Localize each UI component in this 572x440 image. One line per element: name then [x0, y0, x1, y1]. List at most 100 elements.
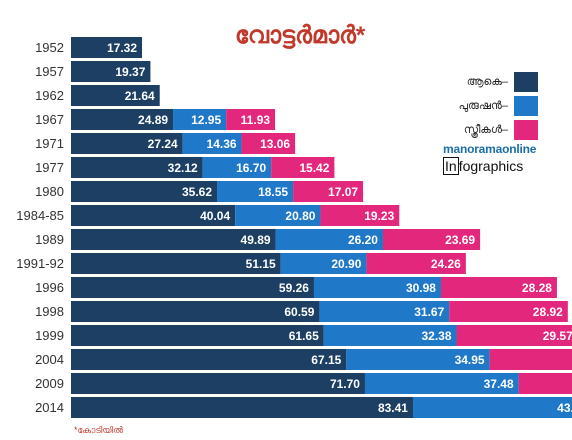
bar-women — [456, 325, 572, 346]
bar-men — [217, 181, 294, 202]
legend-item-total: ആകെ– — [459, 70, 538, 94]
brand-logo-bottom: In fographics — [443, 157, 536, 175]
footnote: *കോടിയിൽ — [74, 425, 124, 435]
value-label-total: 32.12 — [168, 161, 198, 175]
legend: ആകെ– പുരുഷൻ– സ്ത്രീകൾ– — [459, 70, 538, 142]
value-label-women: 19.23 — [364, 209, 394, 223]
legend-label-women: സ്ത്രീകൾ– — [463, 123, 508, 136]
year-label: 1989 — [35, 232, 64, 247]
bar-men — [275, 229, 383, 250]
year-label: 1962 — [35, 88, 64, 103]
value-label-men: 16.70 — [236, 161, 266, 175]
value-label-women: 24.26 — [431, 257, 461, 271]
value-label-women: 17.07 — [328, 185, 358, 199]
bar-men — [280, 253, 367, 274]
bar-total — [71, 205, 236, 226]
year-label: 1984-85 — [16, 208, 64, 223]
bar-men — [412, 397, 572, 418]
value-label-total: 27.24 — [148, 137, 178, 151]
year-label: 1957 — [35, 64, 64, 79]
bar-men — [323, 325, 457, 346]
bar-total — [71, 85, 160, 106]
value-label-total: 71.70 — [330, 377, 360, 391]
bar-total — [71, 253, 281, 274]
year-label: 2004 — [35, 352, 64, 367]
value-label-men: 31.67 — [414, 305, 444, 319]
year-label: 1998 — [35, 304, 64, 319]
value-label-total: 51.15 — [246, 257, 276, 271]
value-label-total: 61.65 — [289, 329, 319, 343]
value-label-women: 15.42 — [299, 161, 329, 175]
value-label-total: 49.89 — [241, 233, 271, 247]
value-label-women: 13.06 — [260, 137, 290, 151]
bar-women — [382, 229, 481, 250]
value-label-total: 40.04 — [200, 209, 230, 223]
value-label-men: 43.71 — [557, 401, 572, 415]
bar-women — [366, 253, 466, 274]
bar-total — [71, 373, 365, 394]
bar-total — [71, 301, 320, 322]
value-label-men: 37.48 — [484, 377, 514, 391]
value-label-total: 60.59 — [284, 305, 314, 319]
bar-total — [71, 133, 183, 154]
value-label-total: 59.26 — [279, 281, 309, 295]
value-label-men: 30.98 — [406, 281, 436, 295]
brand-logo-top: manoramaonline — [443, 142, 537, 156]
bar-total — [71, 277, 314, 298]
value-label-women: 29.57 — [543, 329, 572, 343]
year-label: 1999 — [35, 328, 64, 343]
bar-total — [71, 349, 347, 370]
legend-swatch-total — [514, 72, 538, 92]
value-label-men: 20.80 — [285, 209, 315, 223]
legend-swatch-women — [514, 120, 538, 140]
value-label-women: 23.69 — [445, 233, 475, 247]
chart-title: വോട്ടർമാർ* — [235, 22, 366, 49]
year-label: 1991-92 — [16, 256, 64, 271]
brand-logo-box: In — [443, 157, 459, 175]
year-label: 1971 — [35, 136, 64, 151]
bar-women — [293, 181, 364, 202]
bar-total — [71, 181, 218, 202]
legend-label-men: പുരുഷൻ– — [458, 99, 508, 112]
year-label: 1967 — [35, 112, 64, 127]
bar-women — [440, 277, 557, 298]
legend-item-women: സ്ത്രീകൾ– — [459, 118, 538, 142]
value-label-women: 28.28 — [522, 281, 552, 295]
bar-women — [489, 349, 572, 370]
bar-women — [271, 157, 335, 178]
value-label-total: 21.64 — [125, 89, 155, 103]
value-label-total: 83.41 — [378, 401, 408, 415]
year-label: 1996 — [35, 280, 64, 295]
year-label: 2009 — [35, 376, 64, 391]
bar-men — [182, 133, 242, 154]
bar-women — [518, 373, 572, 394]
bar-total — [71, 61, 151, 82]
bar-total — [71, 229, 276, 250]
value-label-men: 12.95 — [191, 113, 221, 127]
value-label-total: 17.32 — [107, 41, 137, 55]
value-label-total: 19.37 — [115, 65, 145, 79]
value-label-men: 20.90 — [331, 257, 361, 271]
bar-total — [71, 157, 203, 178]
value-label-total: 24.89 — [138, 113, 168, 127]
brand-logo: manoramaonline In fographics — [443, 142, 536, 175]
bar-women — [449, 301, 568, 322]
bar-total — [71, 37, 143, 58]
legend-item-men: പുരുഷൻ– — [459, 94, 538, 118]
value-label-women: 28.92 — [533, 305, 563, 319]
value-label-women: 11.93 — [241, 113, 271, 127]
bar-men — [173, 109, 227, 130]
bar-women — [241, 133, 296, 154]
bar-total — [71, 109, 174, 130]
brand-logo-rest: fographics — [458, 158, 524, 174]
bar-men — [202, 157, 272, 178]
legend-swatch-men — [514, 96, 538, 116]
value-label-men: 26.20 — [348, 233, 378, 247]
value-label-men: 18.55 — [258, 185, 288, 199]
bar-total — [71, 325, 324, 346]
bar-men — [319, 301, 450, 322]
bar-women — [320, 205, 400, 226]
value-label-men: 14.36 — [207, 137, 237, 151]
value-label-total: 35.62 — [182, 185, 212, 199]
